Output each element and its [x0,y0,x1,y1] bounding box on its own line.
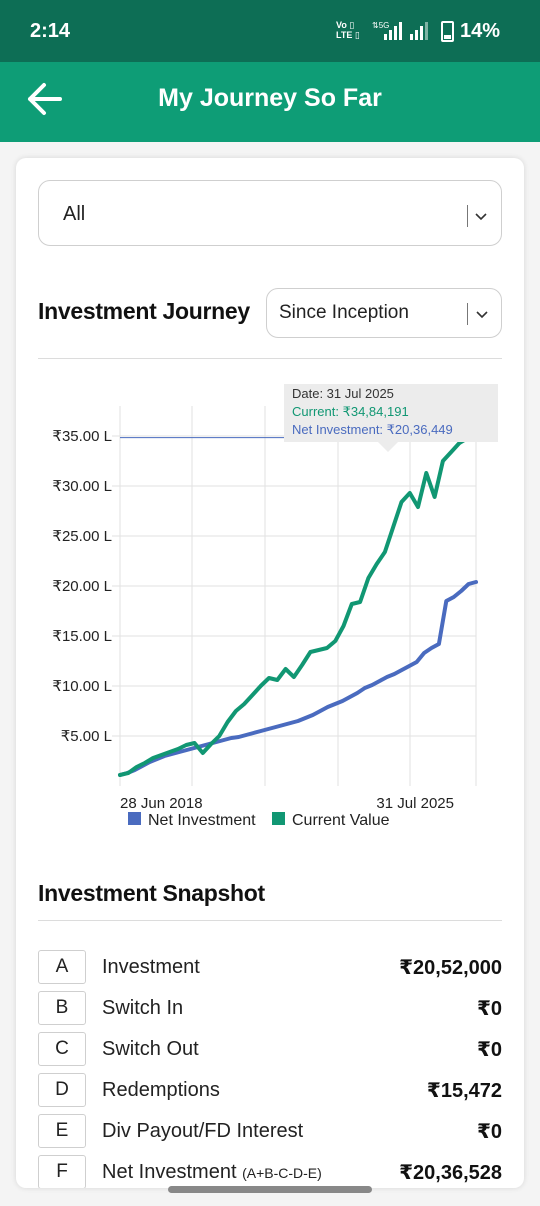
snapshot-row-label: Div Payout/FD Interest [102,1120,303,1143]
home-indicator[interactable] [168,1186,372,1193]
snapshot-row-label-text: Investment [102,956,200,978]
snapshot-row-letter: C [38,1032,86,1066]
status-time: 2:14 [30,20,70,43]
investment-journey-chart[interactable]: ₹35.00 L ₹30.00 L ₹25.00 L ₹20.00 L ₹15.00 L… [16,378,524,838]
tooltip-date: Date: 31 Jul 2025 [292,386,394,401]
snapshot-row-amount: ₹0 [477,996,502,1021]
chart-x-tick-label: 28 Jun 2018 [120,795,203,812]
chart-y-tick-label: ₹15.00 L [52,628,112,645]
snapshot-row-amount: ₹20,52,000 [399,955,502,980]
snapshot-row-letter: E [38,1114,86,1148]
snapshot-row-label: Net Investment (A+B-C-D-E) [102,1161,322,1184]
select-divider [467,205,468,227]
battery-percent: 14% [460,20,500,43]
portfolio-filter-value: All [63,203,85,226]
svg-text:⇅5G: ⇅5G [372,21,389,30]
current-value-line [120,437,476,775]
snapshot-row-label-text: Net Investment [102,1161,242,1183]
snapshot-row-letter: D [38,1073,86,1107]
legend-current-value-swatch [272,812,285,825]
snapshot-row-label: Redemptions [102,1079,220,1102]
network-indicator: Vo ▯ LTE ▯ [336,20,360,40]
snapshot-title: Investment Snapshot [38,880,265,907]
snapshot-row-amount: ₹0 [477,1119,502,1144]
legend-net-investment: Net Investment [148,812,256,829]
legend-net-investment-swatch [128,812,141,825]
snapshot-row-label-text: Div Payout/FD Interest [102,1120,303,1142]
chart-tooltip: Date: 31 Jul 2025 Current: ₹34,84,191 Ne… [284,384,498,452]
legend-current-value: Current Value [292,812,390,829]
signal-icon: ⇅5G [372,20,434,42]
chart-y-tick-label: ₹10.00 L [52,678,112,695]
tooltip-current: Current: ₹34,84,191 [292,404,409,419]
section-divider [38,920,502,921]
period-value: Since Inception [279,302,409,324]
snapshot-row-label: Switch Out [102,1038,199,1061]
period-select[interactable]: Since Inception [266,288,502,338]
page-title: My Journey So Far [0,84,540,113]
app-bar: My Journey So Far [0,62,540,142]
snapshot-row-label-text: Switch In [102,997,183,1019]
tooltip-pointer [378,442,398,452]
snapshot-row-label-formula: (A+B-C-D-E) [242,1165,322,1181]
snapshot-row: B Switch In ₹0 [38,991,502,1027]
snapshot-row-label-text: Redemptions [102,1079,220,1101]
journey-card: All Investment Journey Since Inception ₹… [16,158,524,1188]
portfolio-filter-select[interactable]: All [38,180,502,246]
snapshot-row: F Net Investment (A+B-C-D-E) ₹20,36,528 [38,1155,502,1188]
status-bar: 2:14 Vo ▯ LTE ▯ ⇅5G 14% [0,0,540,62]
journey-title: Investment Journey [38,298,250,325]
chevron-down-icon [476,311,488,319]
snapshot-row-label: Investment [102,956,200,979]
chart-y-tick-label: ₹20.00 L [52,578,112,595]
snapshot-row-label: Switch In [102,997,183,1020]
chart-y-tick-label: ₹35.00 L [52,428,112,445]
section-divider [38,358,502,359]
snapshot-row-amount: ₹20,36,528 [399,1160,502,1185]
snapshot-row: C Switch Out ₹0 [38,1032,502,1068]
chart-y-tick-label: ₹30.00 L [52,478,112,495]
chart-y-tick-label: ₹25.00 L [52,528,112,545]
chart-x-tick-label: 31 Jul 2025 [376,795,454,812]
snapshot-row-label-text: Switch Out [102,1038,199,1060]
snapshot-row-letter: F [38,1155,86,1188]
snapshot-row-amount: ₹0 [477,1037,502,1062]
snapshot-row-letter: A [38,950,86,984]
battery-icon [441,21,454,42]
snapshot-row: A Investment ₹20,52,000 [38,950,502,986]
select-divider [467,303,468,325]
snapshot-row: D Redemptions ₹15,472 [38,1073,502,1109]
chevron-down-icon [475,213,487,221]
chart-y-tick-label: ₹5.00 L [61,728,112,745]
snapshot-row-amount: ₹15,472 [427,1078,502,1103]
snapshot-row-letter: B [38,991,86,1025]
net-investment-line [120,582,476,775]
tooltip-net: Net Investment: ₹20,36,449 [292,422,453,437]
snapshot-row: E Div Payout/FD Interest ₹0 [38,1114,502,1150]
